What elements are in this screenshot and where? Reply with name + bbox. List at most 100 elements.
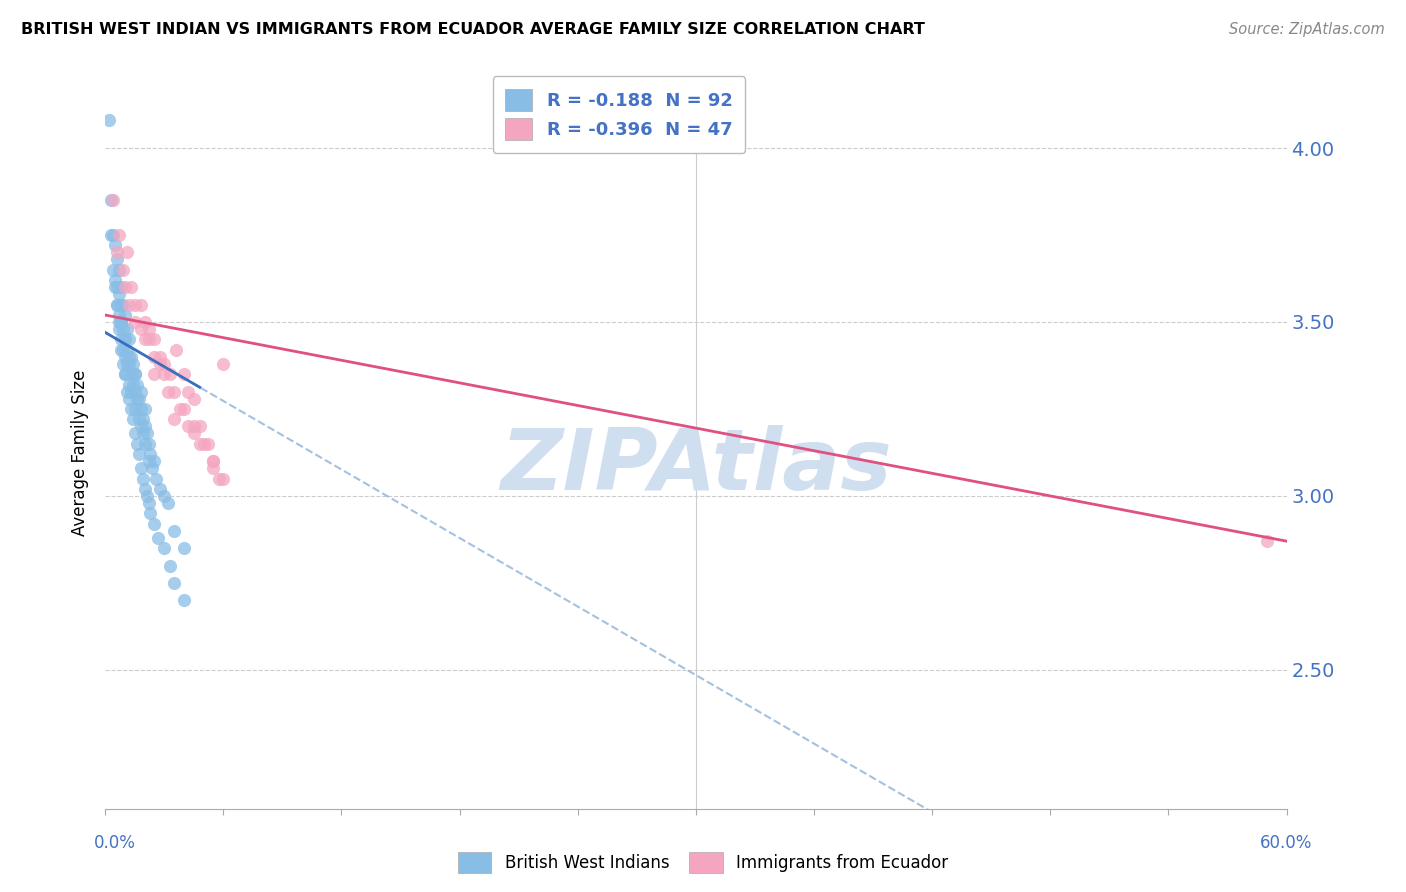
Point bbox=[202, 454, 225, 468]
Point bbox=[108, 227, 131, 242]
Point bbox=[169, 401, 191, 416]
Text: 60.0%: 60.0% bbox=[1260, 834, 1312, 852]
Point bbox=[111, 357, 134, 371]
Point bbox=[114, 332, 136, 346]
Point bbox=[108, 322, 131, 336]
Point bbox=[197, 436, 219, 450]
Point bbox=[110, 315, 132, 329]
Point bbox=[105, 280, 128, 294]
Point bbox=[108, 287, 131, 301]
Point bbox=[124, 384, 146, 399]
Point bbox=[134, 401, 156, 416]
Point bbox=[111, 262, 134, 277]
Point bbox=[173, 367, 195, 381]
Point bbox=[110, 332, 132, 346]
Point bbox=[177, 419, 200, 434]
Point bbox=[118, 377, 141, 392]
Point bbox=[124, 426, 146, 441]
Point bbox=[118, 392, 141, 406]
Point bbox=[129, 419, 152, 434]
Point bbox=[128, 392, 150, 406]
Point bbox=[118, 350, 141, 364]
Point bbox=[101, 227, 124, 242]
Point bbox=[212, 471, 235, 485]
Point bbox=[125, 436, 148, 450]
Point bbox=[124, 367, 146, 381]
Point bbox=[111, 322, 134, 336]
Point bbox=[100, 227, 122, 242]
Point bbox=[118, 332, 141, 346]
Point bbox=[120, 280, 142, 294]
Point bbox=[153, 541, 176, 555]
Point bbox=[149, 357, 172, 371]
Point bbox=[114, 367, 136, 381]
Point bbox=[138, 454, 160, 468]
Point bbox=[212, 357, 235, 371]
Point bbox=[139, 447, 162, 461]
Point bbox=[115, 384, 138, 399]
Point bbox=[104, 273, 127, 287]
Point bbox=[101, 262, 124, 277]
Point bbox=[183, 392, 205, 406]
Point bbox=[188, 419, 211, 434]
Point bbox=[115, 245, 138, 260]
Point bbox=[134, 482, 156, 496]
Point bbox=[120, 384, 142, 399]
Point bbox=[108, 315, 131, 329]
Point bbox=[183, 419, 205, 434]
Point bbox=[138, 496, 160, 510]
Point bbox=[125, 377, 148, 392]
Point bbox=[135, 426, 157, 441]
Point bbox=[183, 426, 205, 441]
Point bbox=[153, 357, 176, 371]
Point bbox=[121, 377, 143, 392]
Point bbox=[115, 357, 138, 371]
Point bbox=[100, 193, 122, 207]
Point bbox=[120, 401, 142, 416]
Point bbox=[128, 412, 150, 426]
Point bbox=[135, 489, 157, 503]
Point bbox=[177, 384, 200, 399]
Point bbox=[153, 367, 176, 381]
Point bbox=[129, 401, 152, 416]
Legend: British West Indians, Immigrants from Ecuador: British West Indians, Immigrants from Ec… bbox=[451, 846, 955, 880]
Point bbox=[143, 350, 166, 364]
Point bbox=[115, 322, 138, 336]
Point bbox=[143, 516, 166, 531]
Point bbox=[129, 322, 152, 336]
Point bbox=[104, 238, 127, 252]
Point bbox=[129, 297, 152, 311]
Text: 0.0%: 0.0% bbox=[94, 834, 136, 852]
Point bbox=[108, 262, 131, 277]
Point bbox=[110, 297, 132, 311]
Point bbox=[134, 332, 156, 346]
Point bbox=[134, 315, 156, 329]
Point bbox=[105, 297, 128, 311]
Point bbox=[121, 357, 143, 371]
Point bbox=[101, 193, 124, 207]
Point bbox=[139, 506, 162, 520]
Point bbox=[173, 541, 195, 555]
Point bbox=[143, 332, 166, 346]
Point bbox=[108, 308, 131, 322]
Point bbox=[121, 412, 143, 426]
Point bbox=[114, 308, 136, 322]
Point bbox=[105, 245, 128, 260]
Point bbox=[173, 401, 195, 416]
Point bbox=[105, 252, 128, 267]
Point bbox=[149, 482, 172, 496]
Point bbox=[157, 384, 180, 399]
Point bbox=[202, 454, 225, 468]
Text: Source: ZipAtlas.com: Source: ZipAtlas.com bbox=[1229, 22, 1385, 37]
Point bbox=[131, 426, 153, 441]
Point bbox=[134, 436, 156, 450]
Text: ZIPAtlas: ZIPAtlas bbox=[501, 425, 891, 508]
Point bbox=[124, 401, 146, 416]
Point bbox=[143, 367, 166, 381]
Point bbox=[138, 322, 160, 336]
Point bbox=[163, 524, 186, 538]
Point bbox=[110, 315, 132, 329]
Point bbox=[163, 412, 186, 426]
Point bbox=[173, 593, 195, 607]
Y-axis label: Average Family Size: Average Family Size bbox=[72, 369, 89, 535]
